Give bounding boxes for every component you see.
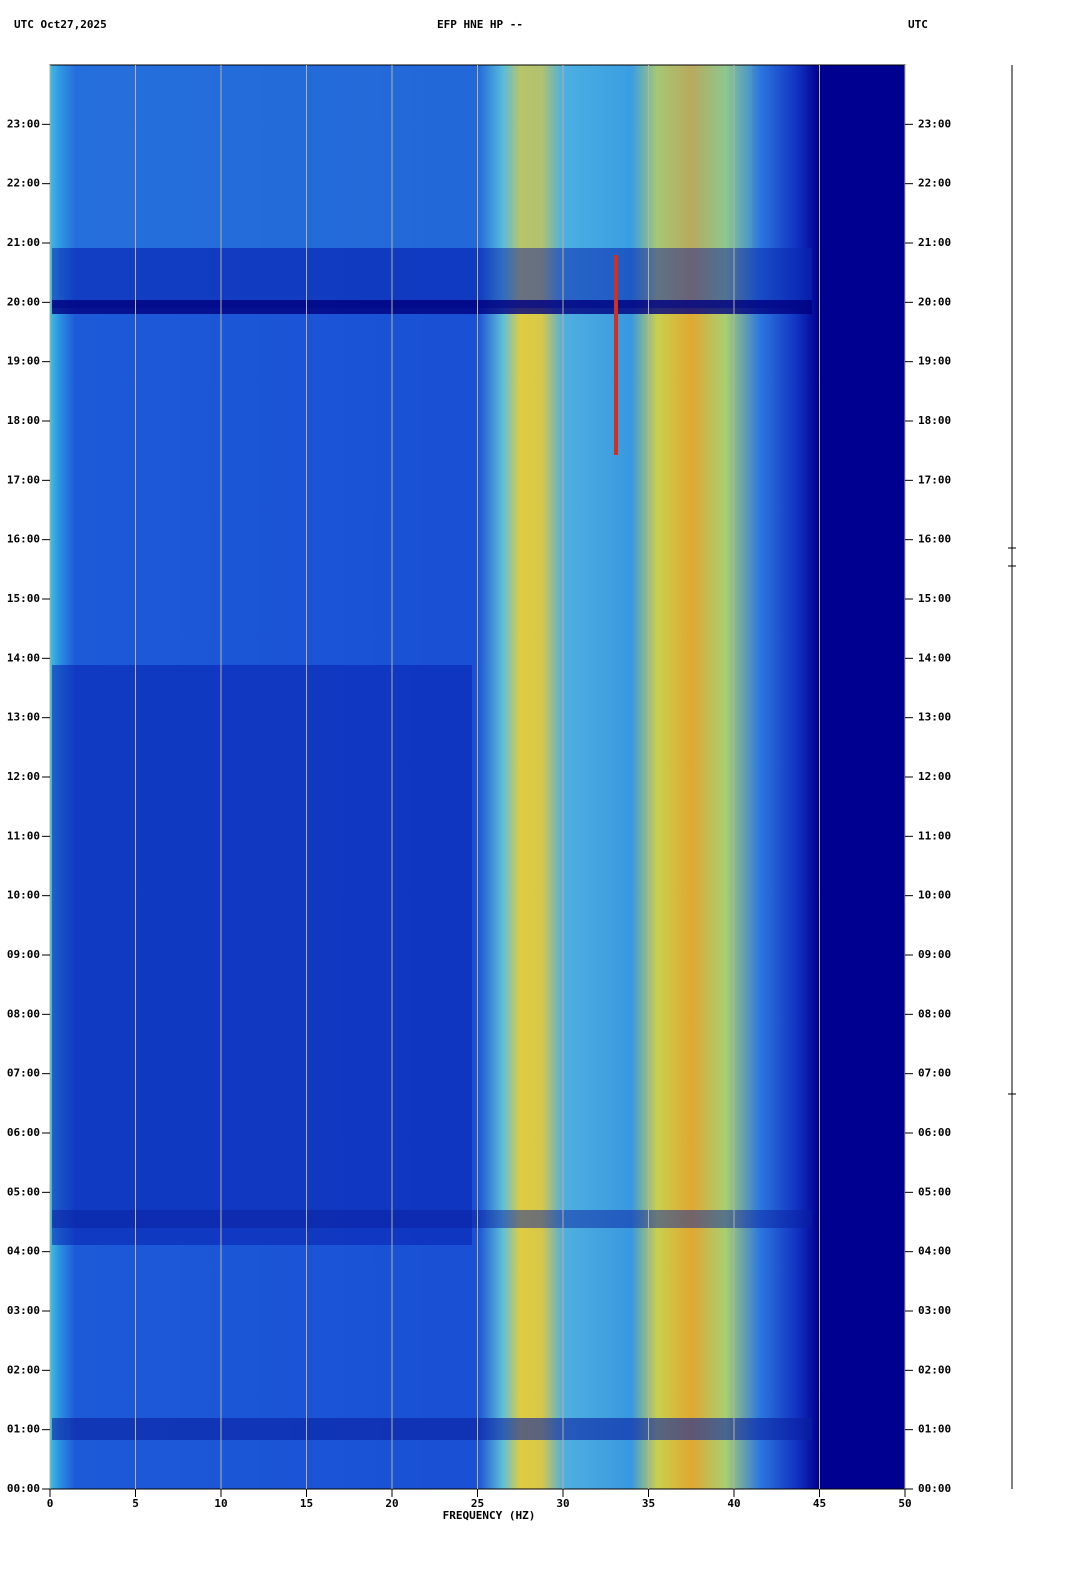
y-tick-label: 01:00 [7, 1423, 40, 1436]
header-left: UTC Oct27,2025 [14, 18, 107, 31]
y-tick-label: 22:00 [918, 177, 951, 190]
y-tick-label: 08:00 [918, 1007, 951, 1020]
y-tick-label: 05:00 [918, 1185, 951, 1198]
y-tick-label: 10:00 [918, 889, 951, 902]
seismic-trace [1008, 65, 1016, 1489]
x-tick-label: 20 [385, 1497, 398, 1510]
y-tick-label: 19:00 [918, 355, 951, 368]
y-tick-label: 22:00 [7, 177, 40, 190]
y-tick-label: 16:00 [918, 533, 951, 546]
y-tick-label: 23:00 [918, 117, 951, 130]
y-tick-label: 00:00 [918, 1482, 951, 1495]
y-tick-label: 10:00 [7, 889, 40, 902]
y-tick-label: 18:00 [7, 414, 40, 427]
chart-title: EFP HNE HP -- [437, 18, 523, 31]
x-tick-label: 50 [898, 1497, 911, 1510]
y-tick-label: 23:00 [7, 117, 40, 130]
y-tick-label: 15:00 [7, 592, 40, 605]
y-tick-label: 13:00 [7, 711, 40, 724]
y-tick-label: 00:00 [7, 1482, 40, 1495]
x-tick-label: 35 [642, 1497, 655, 1510]
y-tick-label: 07:00 [7, 1067, 40, 1080]
y-tick-label: 13:00 [918, 711, 951, 724]
y-tick-label: 21:00 [7, 236, 40, 249]
x-tick-label: 10 [214, 1497, 227, 1510]
y-tick-label: 03:00 [918, 1304, 951, 1317]
y-tick-label: 11:00 [918, 829, 951, 842]
x-tick-label: 45 [813, 1497, 826, 1510]
y-tick-label: 19:00 [7, 355, 40, 368]
y-tick-label: 18:00 [918, 414, 951, 427]
y-tick-label: 06:00 [918, 1126, 951, 1139]
y-tick-label: 07:00 [918, 1067, 951, 1080]
y-tick-label: 03:00 [7, 1304, 40, 1317]
y-tick-label: 06:00 [7, 1126, 40, 1139]
y-tick-label: 20:00 [918, 295, 951, 308]
y-tick-label: 12:00 [7, 770, 40, 783]
y-tick-label: 04:00 [7, 1245, 40, 1258]
header-right: UTC [908, 18, 928, 31]
y-tick-label: 20:00 [7, 295, 40, 308]
y-tick-label: 05:00 [7, 1185, 40, 1198]
y-tick-label: 21:00 [918, 236, 951, 249]
x-tick-label: 25 [471, 1497, 484, 1510]
x-tick-label: 30 [556, 1497, 569, 1510]
y-tick-label: 17:00 [918, 473, 951, 486]
y-tick-label: 09:00 [7, 948, 40, 961]
y-tick-label: 15:00 [918, 592, 951, 605]
y-tick-label: 17:00 [7, 473, 40, 486]
y-tick-label: 12:00 [918, 770, 951, 783]
y-tick-label: 09:00 [918, 948, 951, 961]
y-tick-label: 14:00 [918, 651, 951, 664]
x-tick-label: 5 [132, 1497, 139, 1510]
x-tick-label: 15 [300, 1497, 313, 1510]
y-tick-label: 08:00 [7, 1007, 40, 1020]
y-tick-label: 02:00 [7, 1363, 40, 1376]
y-tick-label: 04:00 [918, 1245, 951, 1258]
y-tick-label: 11:00 [7, 829, 40, 842]
y-tick-label: 14:00 [7, 651, 40, 664]
y-tick-label: 16:00 [7, 533, 40, 546]
x-tick-label: 0 [47, 1497, 54, 1510]
x-tick-label: 40 [727, 1497, 740, 1510]
y-tick-label: 02:00 [918, 1363, 951, 1376]
x-axis-label: FREQUENCY (HZ) [443, 1509, 536, 1522]
y-tick-label: 01:00 [918, 1423, 951, 1436]
